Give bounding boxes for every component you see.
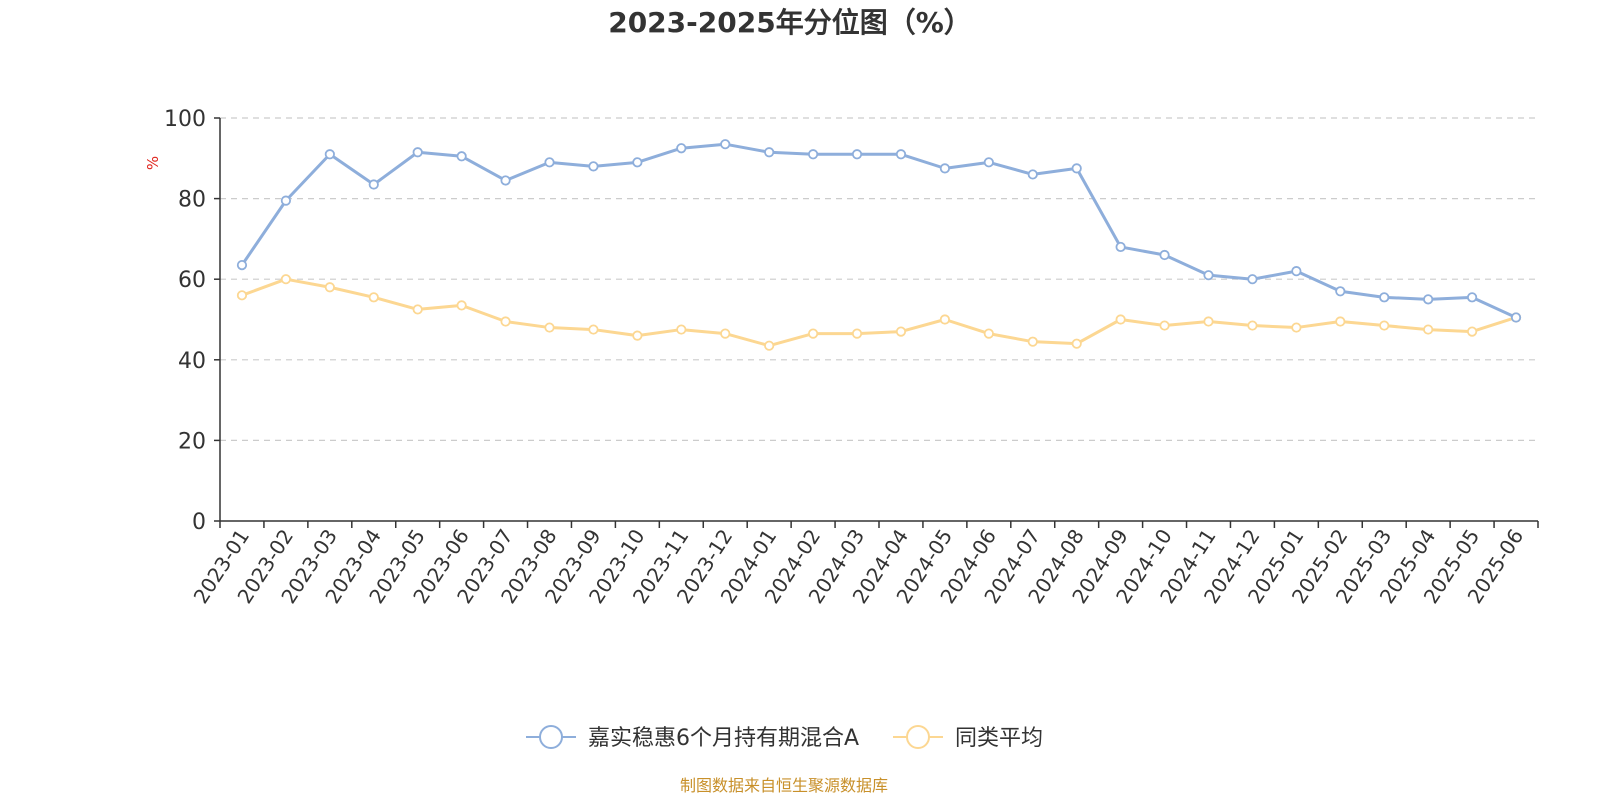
data-point[interactable] [1203, 316, 1214, 327]
legend-label: 同类平均 [955, 726, 1043, 751]
data-source-note: 制图数据来自恒生聚源数据库 [680, 776, 888, 795]
legend-item[interactable]: 嘉实稳惠6个月持有期混合A [526, 725, 859, 751]
data-point[interactable] [1247, 274, 1258, 285]
data-point[interactable] [1203, 270, 1214, 281]
data-point[interactable] [1115, 314, 1126, 325]
series-line [240, 142, 1517, 319]
data-point[interactable] [588, 324, 599, 335]
data-point[interactable] [851, 149, 863, 160]
data-point[interactable] [368, 292, 379, 303]
data-point[interactable] [544, 157, 555, 168]
y-tick-label: 100 [164, 107, 206, 132]
data-point[interactable] [764, 340, 775, 351]
data-point[interactable] [324, 282, 335, 293]
data-point[interactable] [1115, 241, 1126, 253]
y-tick-label: 80 [178, 188, 206, 213]
data-point[interactable] [807, 328, 819, 339]
data-point[interactable] [500, 175, 511, 186]
legend-marker [906, 725, 930, 749]
data-point[interactable] [1159, 320, 1170, 331]
data-point[interactable] [1247, 320, 1258, 331]
data-point[interactable] [236, 290, 248, 301]
data-point[interactable] [1027, 169, 1038, 180]
grid-lines [220, 117, 1538, 441]
data-point[interactable] [1423, 324, 1434, 335]
y-axis-unit-label: % [144, 156, 162, 170]
data-point[interactable] [632, 157, 643, 168]
y-tick-label: 60 [178, 268, 206, 293]
data-point[interactable] [1291, 322, 1302, 333]
data-point[interactable] [939, 163, 951, 174]
data-point[interactable] [412, 304, 423, 315]
data-point[interactable] [1335, 286, 1346, 297]
data-point[interactable] [764, 147, 775, 158]
data-point[interactable] [895, 149, 907, 160]
data-point[interactable] [456, 300, 467, 311]
data-point[interactable] [939, 314, 951, 325]
data-point[interactable] [412, 147, 423, 158]
legend[interactable]: 嘉实稳惠6个月持有期混合A 同类平均 [526, 725, 1043, 751]
series-group [236, 139, 1522, 323]
data-point[interactable] [1423, 294, 1434, 305]
data-point[interactable] [1071, 338, 1082, 349]
y-tick-label: 40 [178, 349, 206, 374]
data-point[interactable] [895, 326, 907, 337]
data-point[interactable] [236, 259, 248, 271]
data-point[interactable] [1467, 326, 1478, 337]
data-point[interactable] [676, 143, 687, 154]
data-point[interactable] [588, 161, 599, 172]
data-point[interactable] [1335, 316, 1346, 327]
data-point[interactable] [324, 149, 335, 160]
series-line [241, 277, 1517, 348]
y-tick-label: 20 [178, 429, 206, 454]
data-point[interactable] [1510, 312, 1522, 323]
data-point[interactable] [1159, 249, 1170, 261]
data-point[interactable] [456, 151, 467, 162]
data-point[interactable] [1379, 292, 1390, 303]
data-point[interactable] [500, 316, 511, 327]
data-point[interactable] [544, 322, 555, 333]
data-point[interactable] [1027, 336, 1038, 347]
data-point[interactable] [1379, 320, 1390, 331]
data-point[interactable] [983, 328, 994, 339]
data-point[interactable] [280, 195, 291, 206]
chart-title: 2023-2025年分位图（%） [608, 6, 972, 39]
y-tick-label: 0 [192, 510, 206, 535]
series-lines [236, 139, 1522, 351]
data-point[interactable] [368, 179, 379, 190]
legend-marker [539, 725, 563, 749]
data-point[interactable] [1291, 266, 1302, 277]
data-point[interactable] [807, 149, 819, 160]
series-group [236, 274, 1522, 351]
data-point[interactable] [1467, 292, 1478, 303]
data-point[interactable] [280, 274, 291, 285]
legend-label: 嘉实稳惠6个月持有期混合A [588, 726, 859, 751]
data-point[interactable] [720, 328, 731, 339]
legend-item[interactable]: 同类平均 [893, 725, 1043, 751]
data-point[interactable] [632, 330, 643, 341]
data-point[interactable] [720, 139, 731, 150]
data-point[interactable] [851, 328, 863, 339]
data-point[interactable] [676, 324, 687, 335]
data-point[interactable] [983, 157, 994, 168]
data-point[interactable] [1071, 163, 1082, 174]
